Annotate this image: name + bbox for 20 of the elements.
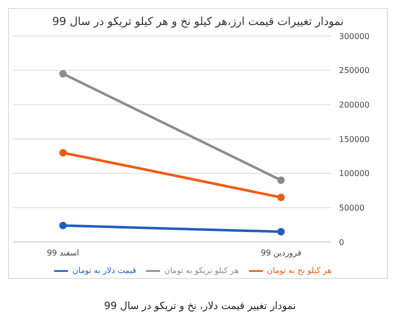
y-tick-label: 200000 <box>339 100 370 110</box>
y-tick-label: 150000 <box>339 134 370 144</box>
x-tick-label: فروردین 99 <box>260 248 302 258</box>
point <box>59 222 67 230</box>
y-tick-label: 50000 <box>339 204 364 213</box>
x-tick-label: اسفند 99 <box>46 248 80 258</box>
point <box>59 148 67 156</box>
legend-label: هر کیلو نخ به تومان <box>266 266 332 276</box>
y-tick-label: 100000 <box>339 169 370 178</box>
chart-title: نمودار تغییرات قیمت ارز،هر کیلو نخ و هر کیلو تریکو در سال 99 <box>51 14 345 28</box>
legend-label: قیمت دلار به تومان <box>72 266 136 276</box>
point <box>277 194 285 202</box>
text: نمودار تغییر قیمت دلار، نخ و تریکو در سال 99 <box>103 301 297 312</box>
point <box>277 176 285 184</box>
y-tick-label: 0 <box>339 238 344 247</box>
y-tick-label: 250000 <box>339 66 370 76</box>
point <box>59 70 67 78</box>
y-tick-label: 300000 <box>339 32 370 41</box>
legend-label: هر کیلو تریکو به تومان <box>164 266 239 276</box>
point <box>277 228 285 236</box>
